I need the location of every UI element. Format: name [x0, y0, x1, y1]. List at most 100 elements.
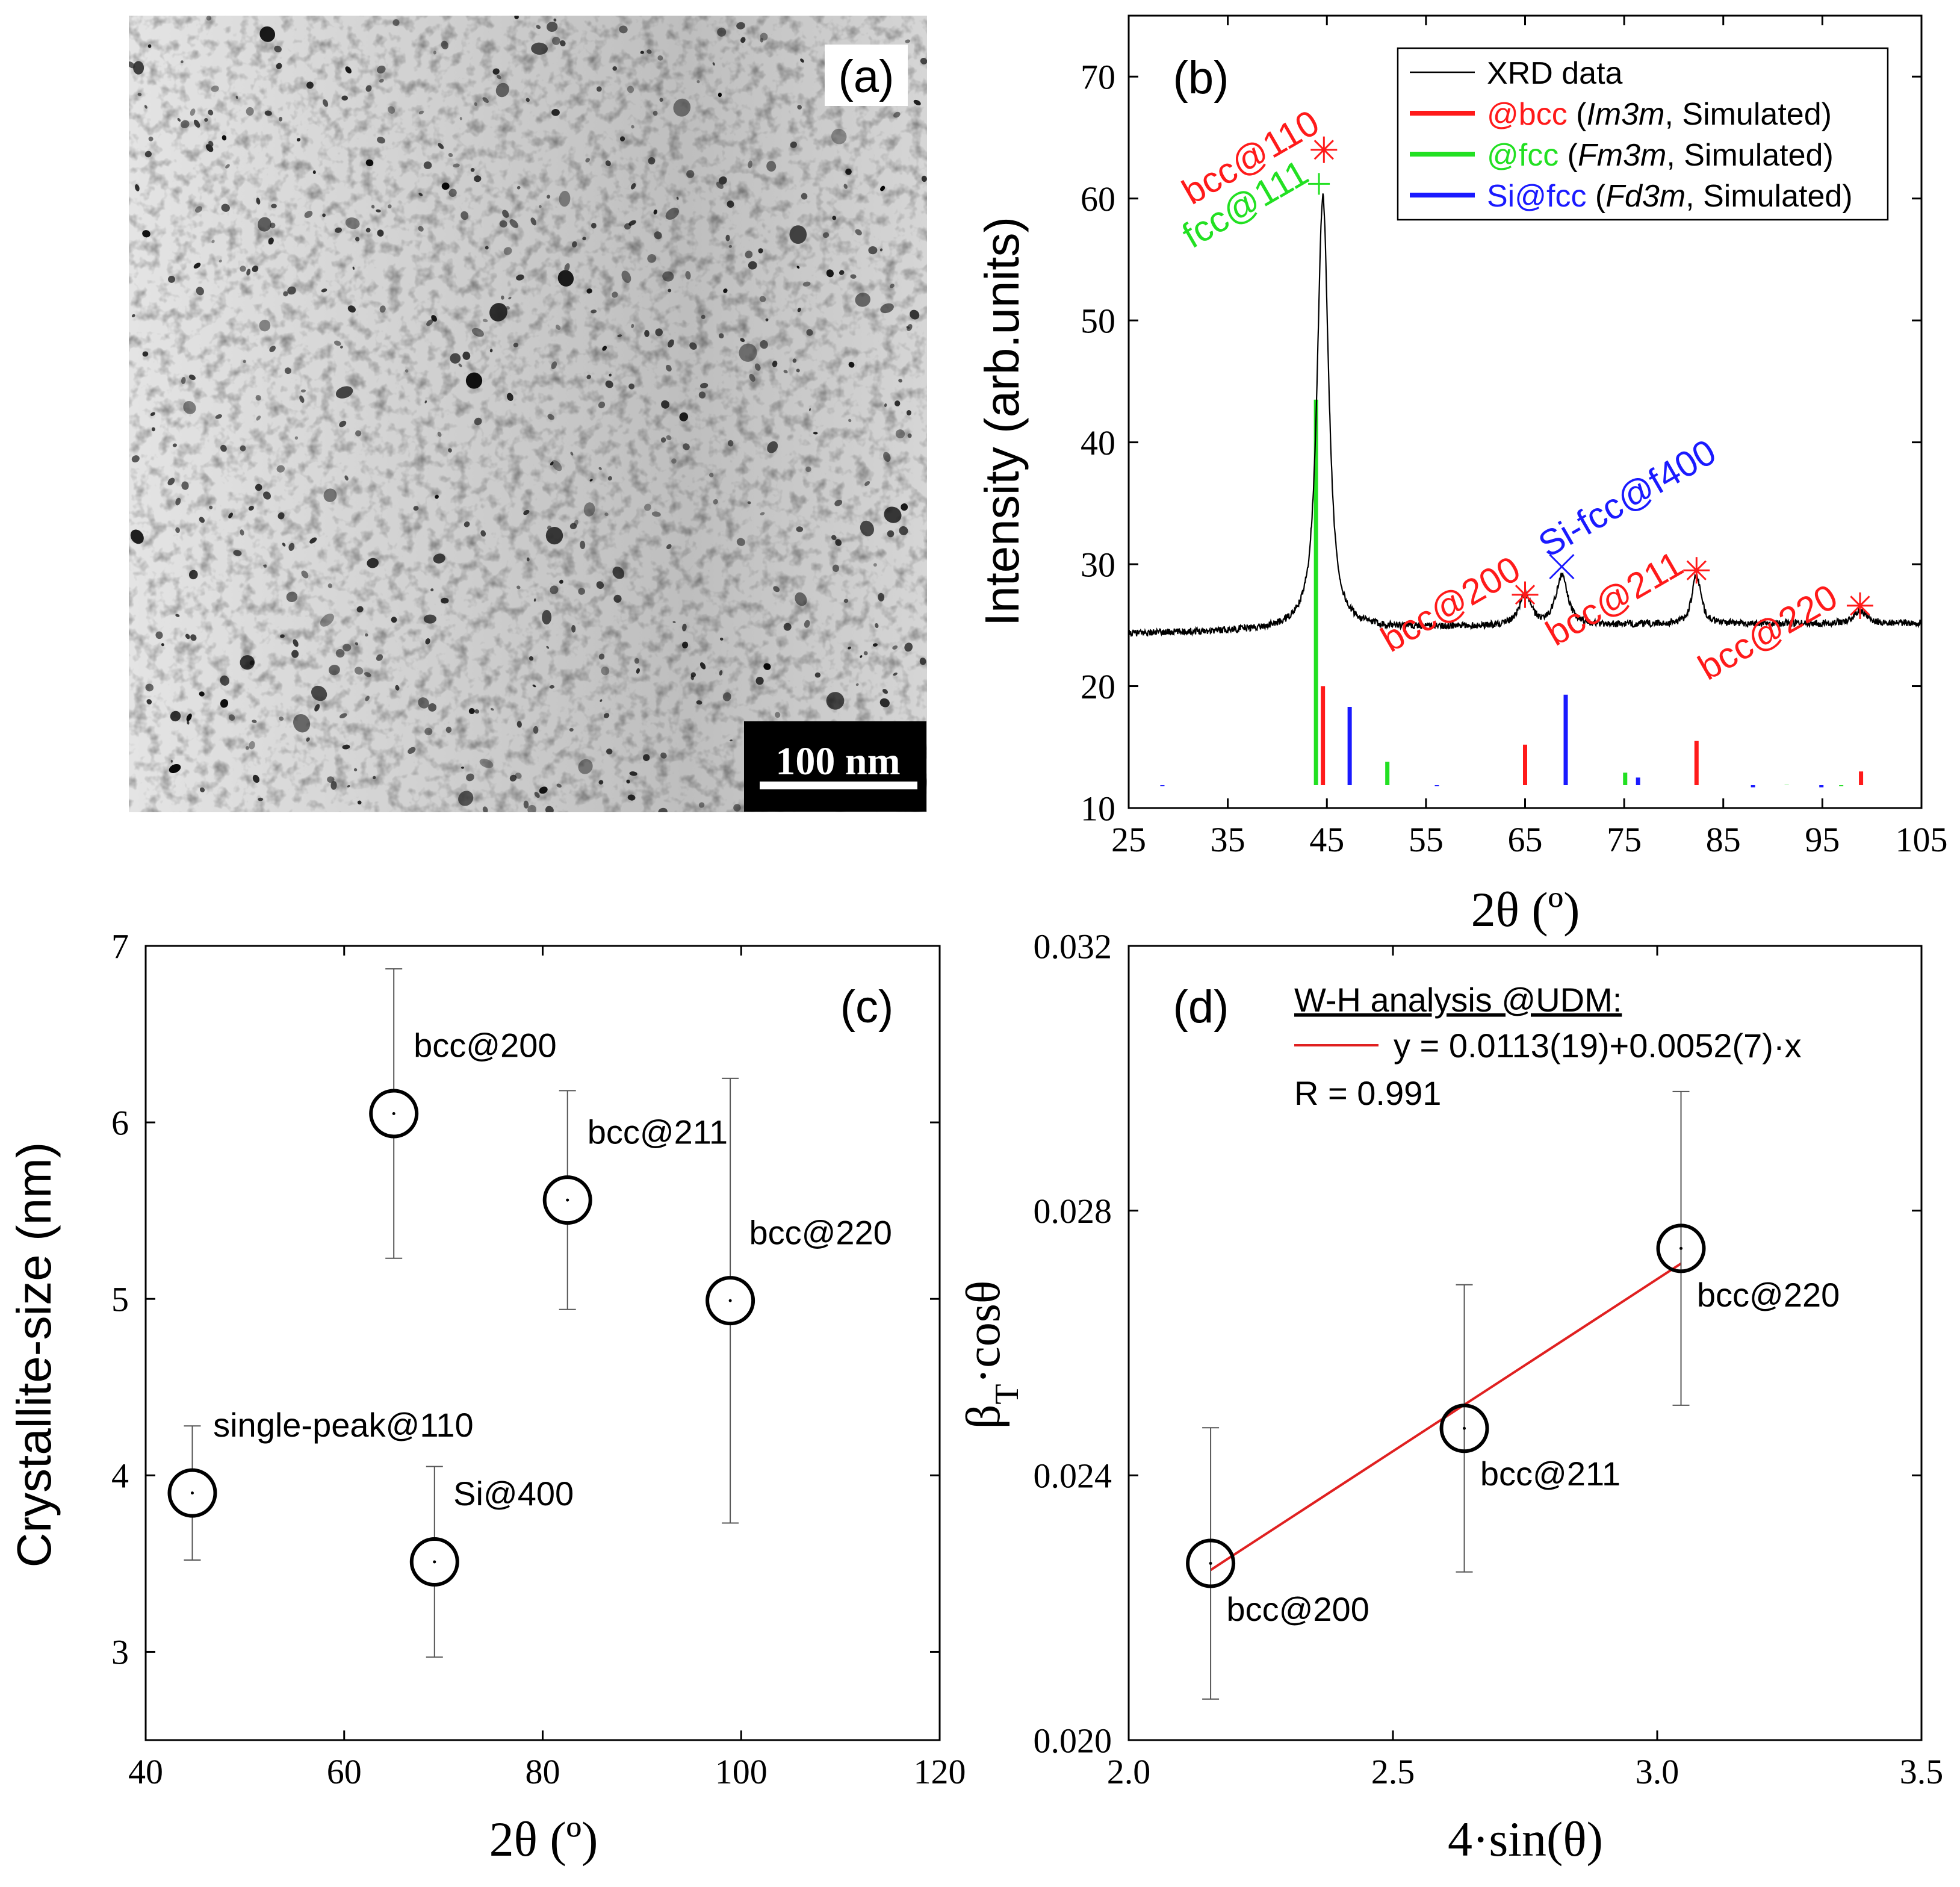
- tem-particle: [626, 779, 630, 784]
- tem-particle: [598, 467, 602, 470]
- tem-particle: [215, 414, 222, 419]
- tem-particle: [430, 588, 434, 592]
- tem-particle: [546, 645, 550, 649]
- tem-particle: [736, 538, 745, 546]
- tem-particle: [344, 475, 349, 481]
- tem-particle: [698, 802, 705, 808]
- tem-particle: [533, 598, 536, 602]
- tem-particle: [523, 509, 530, 515]
- tem-particle: [335, 386, 353, 399]
- y-tick-label: 3: [111, 1633, 129, 1672]
- legend-entry-label: XRD data: [1487, 56, 1623, 91]
- tem-particle: [516, 274, 524, 281]
- tem-particle: [662, 271, 674, 282]
- tem-particle: [683, 443, 690, 450]
- tem-particle: [246, 269, 251, 276]
- tem-particle: [609, 373, 612, 377]
- tem-particle: [526, 98, 530, 102]
- tem-particle: [598, 780, 604, 785]
- tem-particle: [219, 260, 222, 263]
- tem-particle: [894, 400, 901, 406]
- tem-particle: [441, 182, 450, 190]
- tem-particle: [211, 85, 219, 92]
- tem-particle: [209, 505, 213, 509]
- legend-entry-suffix: , Simulated): [1666, 138, 1833, 173]
- tem-particle: [235, 95, 238, 99]
- asterisk-marker: [1512, 581, 1539, 608]
- tem-particle: [181, 60, 184, 64]
- tem-particle: [438, 143, 444, 149]
- tem-particle: [907, 433, 912, 438]
- tem-particle: [582, 237, 586, 241]
- tem-particle: [323, 99, 329, 107]
- tem-particle: [556, 325, 561, 330]
- marker-stroke: [1515, 585, 1536, 605]
- tem-particle: [220, 675, 230, 686]
- tem-particle: [910, 309, 920, 320]
- tem-particle: [547, 525, 552, 530]
- y-tick-label: 0.024: [1034, 1456, 1112, 1496]
- tem-particle: [919, 657, 926, 665]
- data-point-label: single-peak@110: [213, 1406, 474, 1444]
- tem-particle: [559, 190, 571, 207]
- panel-c-axes: 40 60 80 100 120 3 4 5 6 7: [111, 927, 966, 1791]
- tem-particle: [882, 689, 888, 694]
- tem-particle: [717, 27, 727, 37]
- tem-particle: [208, 110, 214, 116]
- panel-a-label: (a): [839, 51, 895, 102]
- tem-particle: [749, 373, 755, 382]
- tem-particle: [571, 625, 576, 633]
- legend-entry-prefix: @bcc: [1487, 97, 1568, 132]
- tem-particle: [377, 137, 385, 144]
- tem-particle: [468, 708, 475, 715]
- tem-particle: [822, 232, 830, 238]
- tem-particle: [763, 663, 771, 670]
- tem-particle: [304, 211, 313, 219]
- tem-particle: [655, 328, 663, 337]
- tem-particle: [709, 473, 714, 477]
- tem-particle: [181, 481, 189, 490]
- tem-particle: [492, 68, 500, 75]
- tem-particle: [151, 427, 155, 432]
- tem-particle: [536, 25, 541, 30]
- data-point-label: bcc@220: [749, 1213, 892, 1251]
- tem-particle: [736, 22, 745, 30]
- tem-particle: [379, 305, 386, 313]
- tem-particle: [647, 254, 657, 263]
- wh-legend-title: W-H analysis @UDM:: [1294, 981, 1622, 1019]
- tem-particle: [682, 623, 687, 632]
- tem-particle: [365, 228, 371, 233]
- tem-particle: [283, 291, 288, 297]
- tem-particle: [249, 741, 255, 750]
- tem-particle: [482, 97, 489, 104]
- tem-particle: [906, 410, 911, 415]
- tem-particle: [181, 120, 190, 129]
- tem-particle: [539, 786, 548, 794]
- legend-entry-group: Im3m: [1586, 97, 1664, 132]
- tem-particle: [252, 774, 260, 783]
- tem-particle: [450, 353, 461, 364]
- panel-d-wh-chart: 2.0 2.5 3.0 3.5 0.020 0.024 0.028 0.032 bcc@200…: [957, 927, 1943, 1867]
- tem-particle: [147, 44, 152, 48]
- data-point-center: [1209, 1562, 1212, 1565]
- tem-particle: [843, 598, 849, 603]
- tem-particle: [355, 642, 359, 645]
- tem-particle: [601, 667, 610, 676]
- tem-particle: [309, 537, 317, 544]
- tem-particle: [288, 542, 295, 551]
- x-tick-label: 105: [1896, 820, 1948, 859]
- tem-particle: [631, 323, 634, 329]
- y-tick-label: 0.032: [1034, 927, 1112, 966]
- tem-particle: [728, 244, 732, 248]
- tem-particle: [797, 308, 801, 312]
- y-tick-label: 0.028: [1034, 1192, 1112, 1231]
- legend-entry-prefix: @fcc: [1487, 138, 1558, 173]
- tem-particle: [321, 288, 327, 293]
- tem-particle: [606, 748, 613, 755]
- y-tick-label: 5: [111, 1280, 129, 1319]
- tem-particle: [314, 704, 320, 712]
- tem-particle: [893, 111, 901, 118]
- tem-particle: [671, 458, 677, 464]
- data-point-label: bcc@211: [1480, 1455, 1620, 1493]
